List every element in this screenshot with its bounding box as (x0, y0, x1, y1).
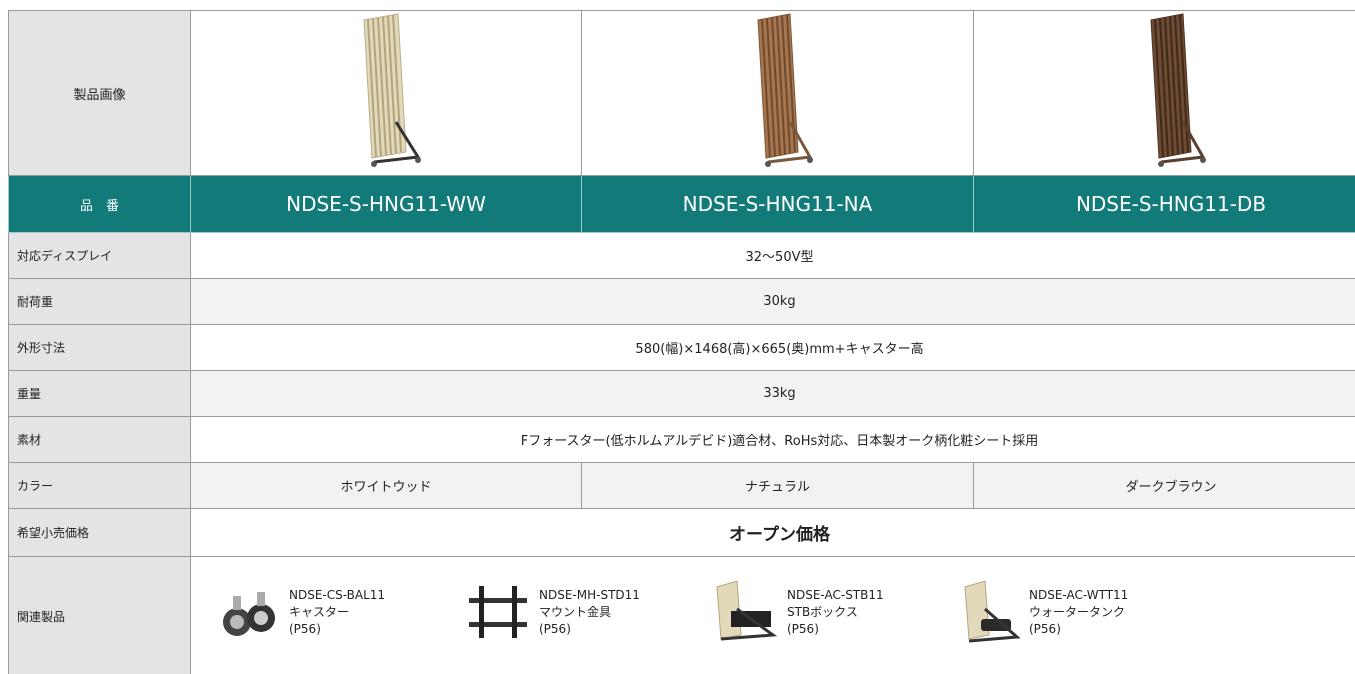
row-label: 外形寸法 (8, 324, 191, 371)
row-label: 対応ディスプレイ (8, 232, 191, 279)
product-image-cell (973, 10, 1355, 176)
related-list: NDSE-CS-BAL11 キャスター (P56) NDSE-MH-STD11 マウン… (191, 557, 1355, 667)
spec-row: 対応ディスプレイ 32〜50V型 (8, 232, 1355, 279)
spec-row: 素材 Fフォースター(低ホルムアルデビド)適合材、RoHs対応、日本製オーク柄化… (8, 416, 1355, 463)
row-label: 希望小売価格 (8, 508, 191, 557)
related-item: NDSE-AC-STB11 STBボックス (P56) (713, 579, 961, 645)
price-row: 希望小売価格 オープン価格 (8, 508, 1355, 557)
related-name: マウント金具 (539, 604, 612, 619)
model-number: NDSE-S-HNG11-WW (190, 175, 582, 233)
spec-table: 製品画像 品 番 (8, 10, 1355, 674)
related-code: NDSE-MH-STD11 (539, 587, 640, 602)
spec-table-wrap: 製品画像 品 番 (8, 10, 1355, 674)
color-value: ダークブラウン (973, 462, 1355, 509)
related-page: (P56) (787, 621, 819, 636)
mount-icon (469, 586, 527, 638)
related-page: (P56) (289, 621, 321, 636)
related-item: NDSE-AC-WTT11 ウォータータンク (P56) (961, 579, 1209, 645)
product-image-cell (190, 10, 582, 176)
spec-row: 重量 33kg (8, 370, 1355, 417)
related-name: キャスター (289, 604, 350, 619)
spec-value: 32〜50V型 (190, 232, 1355, 279)
related-page: (P56) (539, 621, 571, 636)
spec-row: 耐荷重 30kg (8, 278, 1355, 325)
related-row: 関連製品 NDSE-CS-BAL11 キャスター (P56) NDS (8, 556, 1355, 674)
related-text: NDSE-CS-BAL11 キャスター (P56) (289, 587, 385, 638)
row-label: 品 番 (8, 175, 191, 233)
related-text: NDSE-AC-STB11 STBボックス (P56) (787, 587, 884, 638)
image-row: 製品画像 (8, 10, 1355, 176)
spec-value: 33kg (190, 370, 1355, 417)
related-code: NDSE-AC-WTT11 (1029, 587, 1129, 602)
product-image (363, 12, 421, 167)
row-label: 耐荷重 (8, 278, 191, 325)
spec-value: 30kg (190, 278, 1355, 325)
related-name: ウォータータンク (1029, 604, 1126, 619)
model-number-row: 品 番 NDSE-S-HNG11-WW NDSE-S-HNG11-NA NDSE… (8, 175, 1355, 233)
model-number: NDSE-S-HNG11-DB (973, 175, 1355, 233)
related-code: NDSE-CS-BAL11 (289, 587, 386, 602)
model-number: NDSE-S-HNG11-NA (581, 175, 974, 233)
tank-icon (964, 580, 1021, 643)
row-label: 重量 (8, 370, 191, 417)
row-label: 関連製品 (8, 556, 191, 674)
related-code: NDSE-AC-STB11 (787, 587, 884, 602)
related-item: NDSE-MH-STD11 マウント金具 (P56) (465, 582, 713, 642)
color-value: ホワイトウッド (190, 462, 582, 509)
related-name: STBボックス (787, 604, 858, 619)
product-image (756, 12, 813, 167)
color-row: カラー ホワイトウッド ナチュラル ダークブラウン (8, 462, 1355, 509)
spec-row: 外形寸法 580(幅)×1468(高)×665(奥)mm+キャスター高 (8, 324, 1355, 371)
caster-icon (223, 592, 275, 636)
price-value: オープン価格 (190, 508, 1355, 557)
related-text: NDSE-AC-WTT11 ウォータータンク (P56) (1029, 587, 1128, 638)
row-label: カラー (8, 462, 191, 509)
related-text: NDSE-MH-STD11 マウント金具 (P56) (539, 587, 640, 638)
row-label: 製品画像 (8, 10, 191, 176)
related-cell: NDSE-CS-BAL11 キャスター (P56) NDSE-MH-STD11 マウン… (190, 556, 1355, 674)
related-item: NDSE-CS-BAL11 キャスター (P56) (217, 582, 465, 642)
related-page: (P56) (1029, 621, 1061, 636)
row-label: 素材 (8, 416, 191, 463)
product-image-cell (581, 10, 974, 176)
product-image (1150, 12, 1206, 167)
color-value: ナチュラル (581, 462, 974, 509)
spec-value: Fフォースター(低ホルムアルデビド)適合材、RoHs対応、日本製オーク柄化粧シー… (190, 416, 1355, 463)
stb-icon (716, 580, 778, 641)
spec-value: 580(幅)×1468(高)×665(奥)mm+キャスター高 (190, 324, 1355, 371)
